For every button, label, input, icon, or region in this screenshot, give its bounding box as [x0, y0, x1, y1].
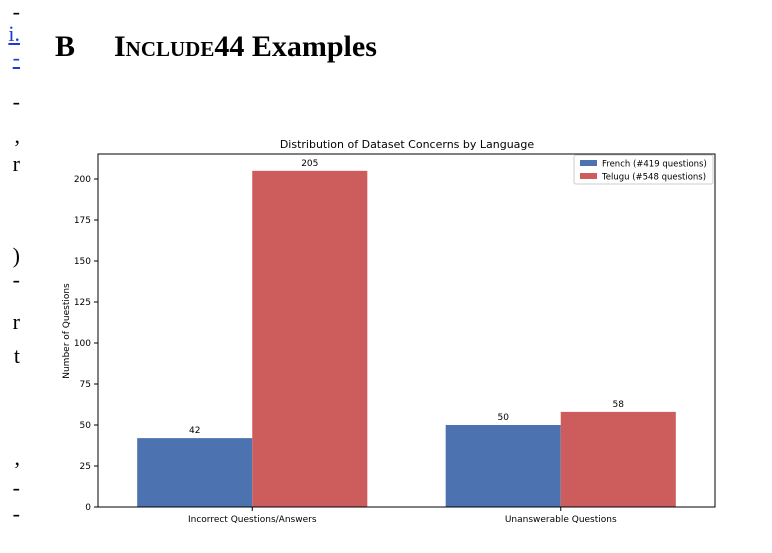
legend-swatch — [580, 173, 597, 179]
bar-value-label: 205 — [301, 159, 318, 169]
margin-fragment: - — [12, 0, 20, 24]
margin-fragment: - — [12, 89, 20, 114]
legend-label: French (#419 questions) — [602, 160, 707, 170]
bar — [445, 425, 561, 507]
legend: French (#419 questions) Telugu (#548 ques… — [573, 154, 714, 185]
plot-frame — [97, 153, 716, 508]
y-tick-label: 50 — [80, 421, 92, 431]
margin-fragment: , — [14, 445, 21, 470]
margin-fragment: - — [12, 45, 20, 70]
bars: 42 205 50 58 — [137, 159, 676, 508]
legend-label: Telugu (#548 questions) — [601, 173, 706, 183]
section-number: B — [55, 30, 76, 63]
margin-fragment: t — [13, 343, 20, 368]
x-tick-label: Unanswerable Questions — [505, 515, 617, 525]
margin-fragment: , — [14, 123, 21, 148]
legend-swatch — [580, 160, 597, 166]
y-tick-label: 25 — [80, 462, 91, 472]
margin-fragment: r — [12, 309, 20, 334]
legend-box — [573, 154, 714, 185]
y-tick-label: 125 — [74, 298, 91, 308]
bar-value-label: 58 — [613, 400, 625, 410]
chart-title: Distribution of Dataset Concerns by Lang… — [280, 138, 535, 151]
y-tick-label: 100 — [74, 339, 91, 349]
bar — [560, 411, 676, 507]
y-axis-label: Number of Questions — [62, 283, 72, 379]
section-heading: B Include44 Examples — [55, 30, 377, 64]
y-tick-label: 200 — [74, 175, 91, 185]
bar — [252, 170, 368, 508]
bar — [137, 438, 253, 507]
bar-value-label: 50 — [497, 413, 509, 423]
margin-fragment: r — [12, 151, 20, 176]
x-tick-label: Incorrect Questions/Answers — [188, 515, 317, 525]
y-tick-label: 150 — [74, 257, 91, 267]
x-axis-categories: Incorrect Questions/Answers Unanswerable … — [188, 507, 617, 525]
y-tick-label: 75 — [80, 380, 91, 390]
y-tick-label: 0 — [85, 503, 91, 513]
margin-fragment: - — [12, 475, 20, 500]
heading-smallcaps: Include — [114, 30, 215, 63]
heading-rest: 44 Examples — [214, 30, 377, 63]
margin-fragment: i. — [8, 21, 20, 46]
y-axis-ticks: 0 25 50 75 100 125 150 175 200 — [74, 175, 98, 513]
margin-fragment: - — [12, 501, 20, 526]
margin-fragment: ) — [12, 243, 20, 268]
y-tick-label: 175 — [74, 216, 91, 226]
left-margin-text-fragments: - i. - -, r) - r t, - - — [0, 0, 20, 553]
bar-value-label: 42 — [189, 426, 200, 436]
margin-fragment: - — [12, 267, 20, 292]
